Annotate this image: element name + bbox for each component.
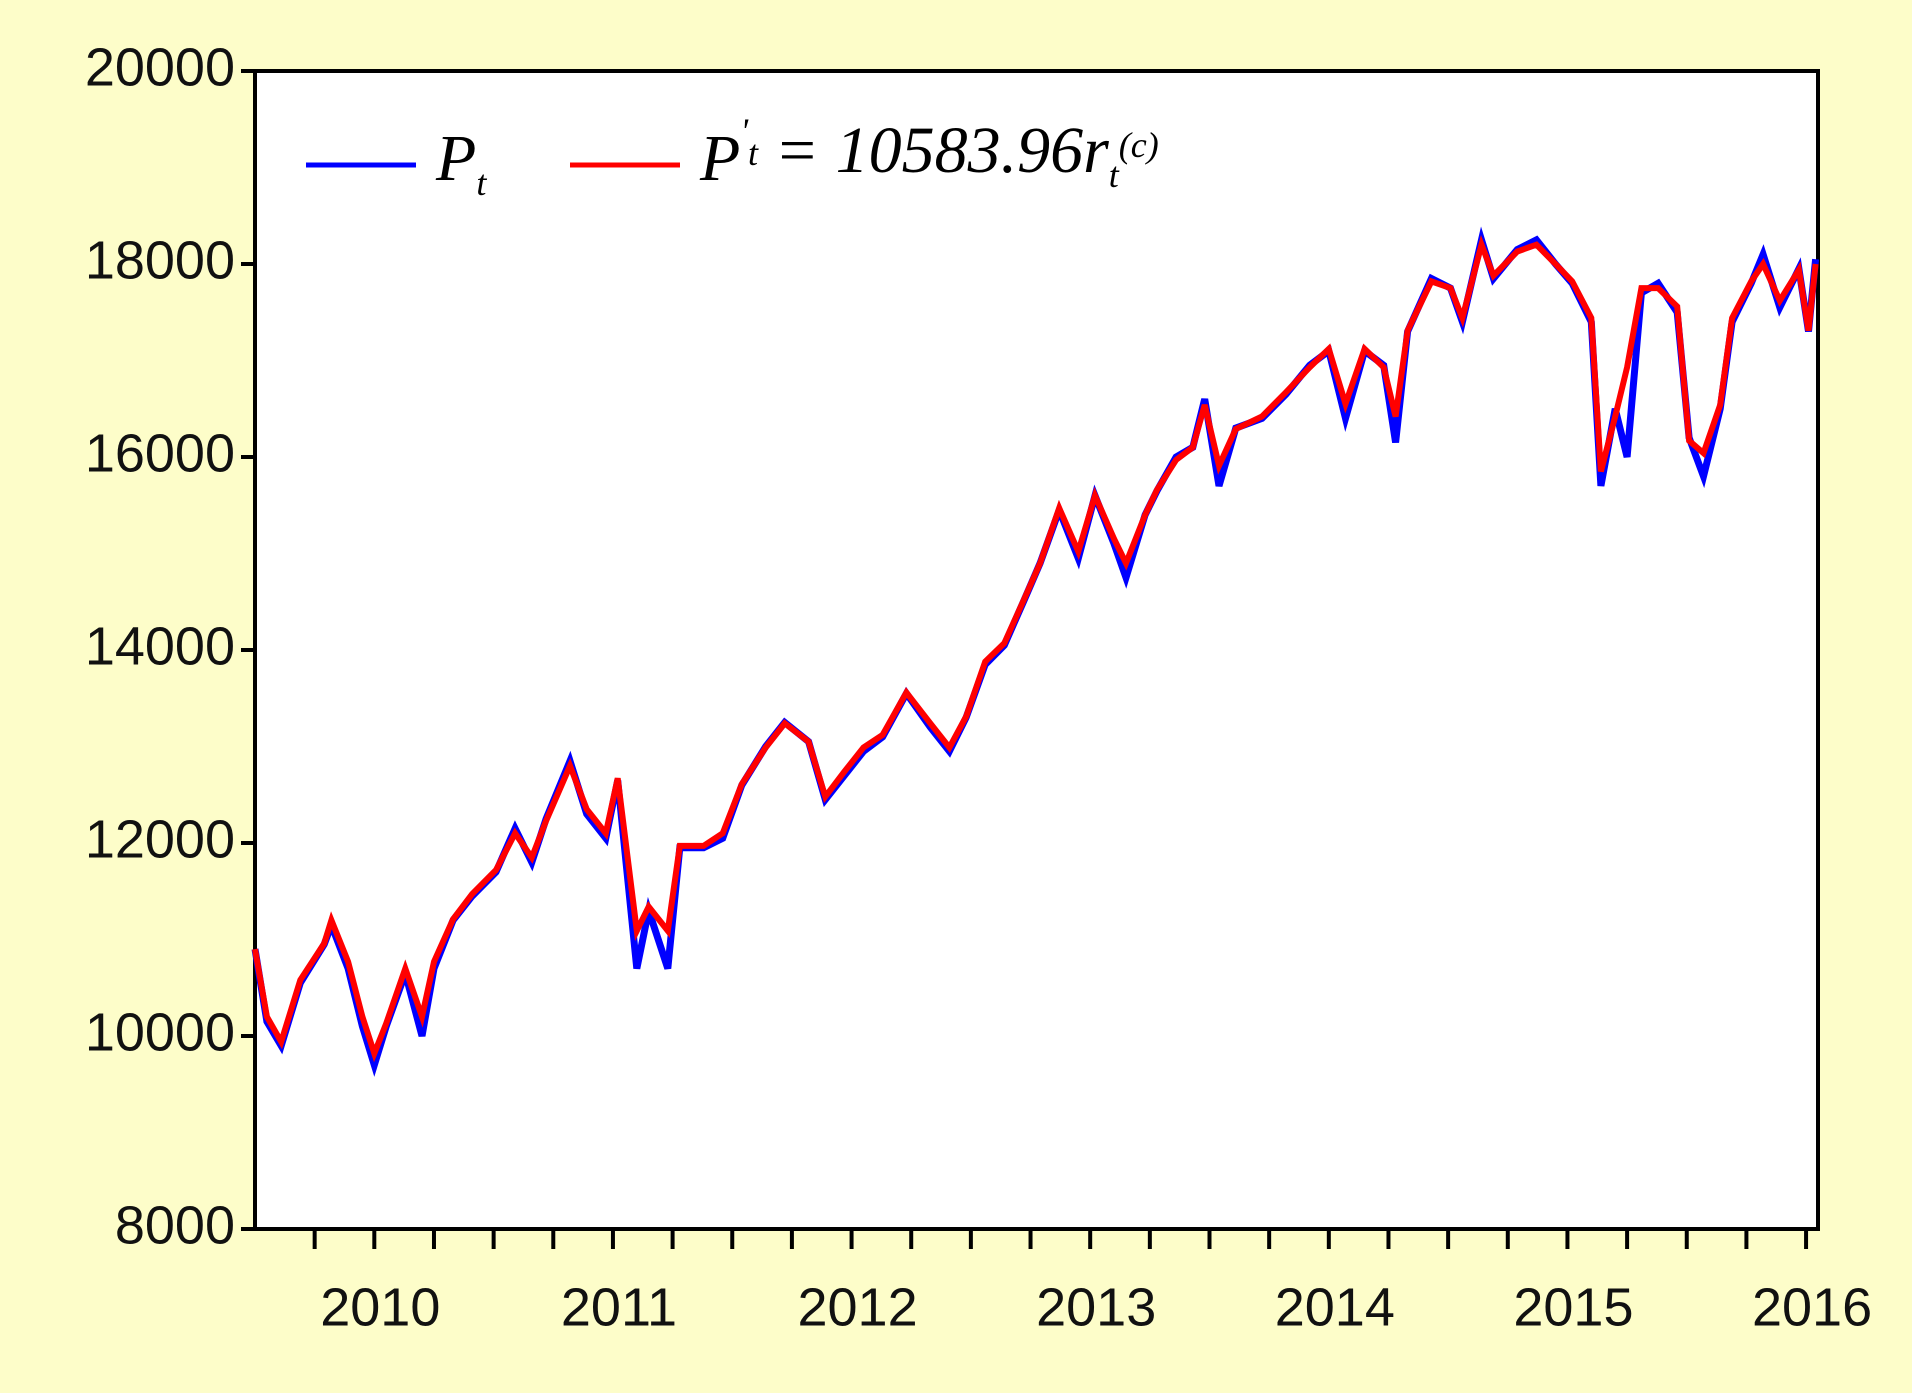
x-tick-label: 2012 (797, 1277, 917, 1337)
y-tick-label: 8000 (115, 1195, 235, 1255)
x-tick-label: 2015 (1513, 1277, 1633, 1337)
y-tick-label: 16000 (85, 423, 235, 483)
x-tick-label: 2011 (561, 1277, 677, 1337)
plot-area (255, 71, 1818, 1229)
x-tick-label: 2014 (1275, 1277, 1395, 1337)
legend-label: Pt (435, 122, 487, 203)
legend-label: P't = 10583.96rt(c) (699, 111, 1159, 195)
y-tick-label: 18000 (85, 230, 235, 290)
y-tick-label: 12000 (85, 809, 235, 869)
y-tick-label: 10000 (85, 1002, 235, 1062)
plot-frame (253, 69, 1820, 1231)
series-line (252, 234, 1819, 1063)
y-tick-label: 20000 (85, 37, 235, 97)
y-tick-label: 14000 (85, 616, 235, 676)
x-tick-label: 2010 (320, 1277, 440, 1337)
x-tick-label: 2013 (1036, 1277, 1156, 1337)
x-tick-label: 2016 (1752, 1277, 1872, 1337)
